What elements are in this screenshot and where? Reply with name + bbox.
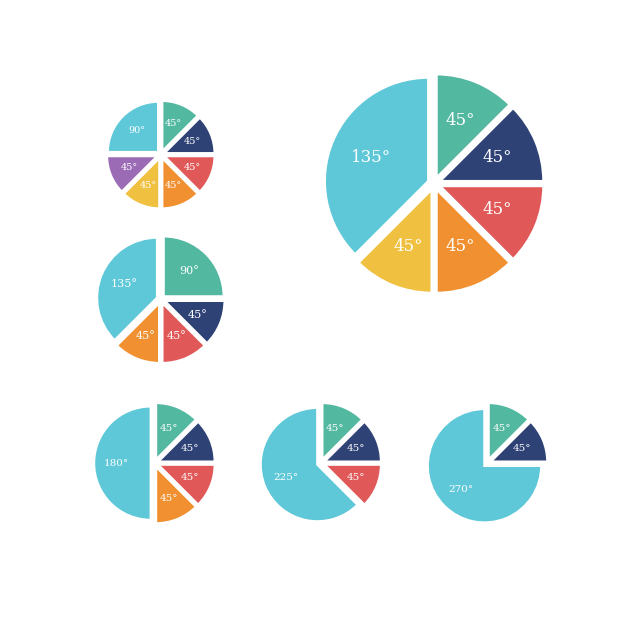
- Wedge shape: [94, 406, 151, 520]
- Text: 135°: 135°: [110, 279, 137, 289]
- Text: 45°: 45°: [165, 182, 182, 190]
- Wedge shape: [156, 403, 196, 459]
- Wedge shape: [436, 74, 510, 178]
- Wedge shape: [158, 421, 215, 462]
- Text: 45°: 45°: [326, 424, 344, 433]
- Wedge shape: [440, 108, 543, 181]
- Wedge shape: [325, 78, 428, 255]
- Wedge shape: [163, 236, 224, 297]
- Text: 45°: 45°: [483, 149, 512, 166]
- Wedge shape: [440, 186, 543, 259]
- Wedge shape: [322, 403, 362, 459]
- Text: 45°: 45°: [183, 163, 201, 172]
- Text: 45°: 45°: [393, 239, 423, 255]
- Text: 45°: 45°: [347, 473, 365, 482]
- Text: 90°: 90°: [179, 266, 199, 276]
- Text: 45°: 45°: [121, 163, 138, 172]
- Wedge shape: [164, 118, 215, 153]
- Text: 270°: 270°: [448, 485, 473, 495]
- Wedge shape: [162, 303, 205, 363]
- Wedge shape: [108, 101, 158, 152]
- Text: 45°: 45°: [139, 182, 156, 190]
- Wedge shape: [156, 466, 196, 523]
- Text: 45°: 45°: [167, 331, 186, 341]
- Text: 45°: 45°: [180, 444, 198, 453]
- Text: 45°: 45°: [446, 112, 475, 129]
- Text: 45°: 45°: [136, 331, 155, 341]
- Wedge shape: [97, 237, 157, 341]
- Text: 180°: 180°: [104, 459, 129, 468]
- Wedge shape: [124, 158, 160, 208]
- Wedge shape: [158, 464, 215, 505]
- Wedge shape: [436, 189, 510, 293]
- Text: 45°: 45°: [492, 424, 511, 433]
- Wedge shape: [165, 300, 225, 344]
- Text: 45°: 45°: [347, 444, 365, 453]
- Text: 90°: 90°: [128, 126, 145, 135]
- Text: 45°: 45°: [483, 201, 512, 218]
- Text: 45°: 45°: [188, 310, 208, 320]
- Text: 45°: 45°: [160, 493, 178, 503]
- Wedge shape: [164, 156, 215, 192]
- Text: 45°: 45°: [165, 119, 182, 128]
- Wedge shape: [491, 421, 547, 462]
- Wedge shape: [428, 409, 541, 523]
- Text: 45°: 45°: [513, 444, 531, 453]
- Wedge shape: [324, 464, 381, 505]
- Text: 45°: 45°: [446, 239, 475, 255]
- Text: 225°: 225°: [274, 473, 299, 482]
- Wedge shape: [260, 408, 357, 521]
- Wedge shape: [324, 421, 381, 462]
- Wedge shape: [488, 403, 529, 459]
- Wedge shape: [359, 189, 432, 293]
- Wedge shape: [162, 101, 198, 151]
- Wedge shape: [116, 303, 159, 363]
- Wedge shape: [162, 158, 198, 208]
- Text: 45°: 45°: [160, 424, 178, 433]
- Text: 45°: 45°: [180, 473, 198, 482]
- Text: 45°: 45°: [183, 137, 201, 146]
- Wedge shape: [107, 156, 158, 192]
- Text: 135°: 135°: [351, 149, 391, 166]
